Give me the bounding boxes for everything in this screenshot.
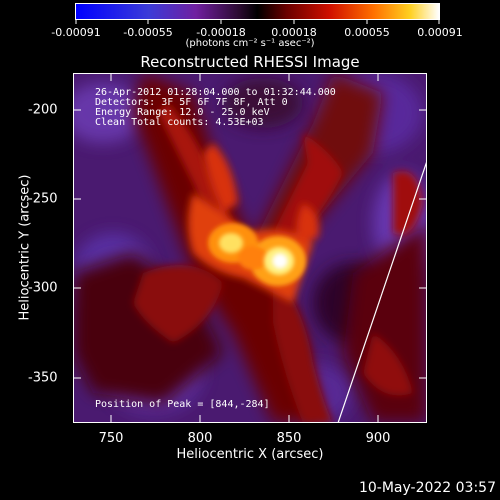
- y-tick-label: -350: [28, 370, 58, 386]
- x-tick-label: 900: [365, 431, 391, 446]
- info-clean-counts: Clean Total counts: 4.53E+03: [95, 117, 264, 128]
- plot-frame: [73, 73, 427, 423]
- colorbar-tick-label: -0.00055: [123, 26, 173, 39]
- y-tick-label: -200: [28, 102, 58, 118]
- info-time-range: 26-Apr-2012 01:28:04.000 to 01:32:44.000: [95, 87, 336, 98]
- colorbar-units: (photons cm⁻² s⁻¹ asec⁻²): [185, 38, 315, 49]
- colorbar-tick-label: -0.00091: [51, 26, 101, 39]
- colorbar-tick-label: -0.00018: [196, 26, 246, 39]
- y-axis-label: Heliocentric Y (arcsec): [17, 174, 33, 321]
- x-tick-label: 750: [98, 431, 124, 446]
- x-tick-label: 800: [187, 431, 213, 446]
- rhessi-image: [73, 73, 427, 423]
- colorbar-tick-label: 0.00018: [271, 26, 317, 39]
- colorbar: [75, 3, 440, 20]
- y-tick-label: -250: [28, 191, 58, 207]
- x-tick-label: 850: [276, 431, 302, 446]
- colorbar-tick-label: 0.00091: [417, 26, 463, 39]
- timestamp: 10-May-2022 03:57: [358, 480, 496, 496]
- observation-info: 26-Apr-2012 01:28:04.000 to 01:32:44.000…: [95, 88, 336, 128]
- axis-ticks: [73, 73, 427, 423]
- y-tick-label: -300: [28, 280, 58, 296]
- x-axis-label: Heliocentric X (arcsec): [176, 447, 324, 462]
- colorbar-ticks: [75, 19, 440, 24]
- colorbar-tick-label: 0.00055: [344, 26, 390, 39]
- peak-position: Position of Peak = [844,-284]: [95, 399, 270, 410]
- info-detectors: Detectors: 3F 5F 6F 7F 8F, Att 0: [95, 97, 288, 108]
- info-energy-range: Energy Range: 12.0 - 25.0 keV: [95, 107, 270, 118]
- plot-title: Reconstructed RHESSI Image: [140, 53, 360, 71]
